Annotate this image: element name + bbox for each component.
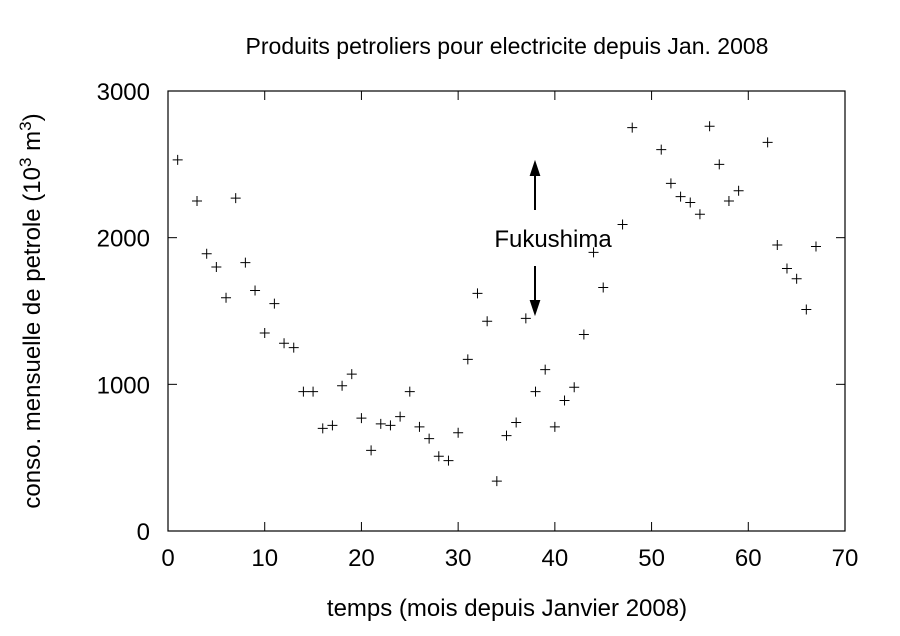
- point: [665, 178, 676, 189]
- point: [685, 197, 696, 208]
- superscript: 3: [16, 121, 35, 130]
- y-tick-label: 0: [137, 519, 150, 546]
- y-tick-label: 3000: [97, 79, 150, 106]
- point: [337, 380, 348, 391]
- point: [694, 209, 705, 220]
- point: [472, 288, 483, 299]
- point: [192, 196, 203, 206]
- x-tick-label: 10: [251, 545, 278, 572]
- point: [501, 430, 512, 441]
- point: [656, 144, 667, 155]
- chart-title: Produits petroliers pour electricite dep…: [246, 33, 769, 59]
- point: [230, 193, 241, 204]
- x-tick-label: 50: [638, 545, 665, 572]
- point: [569, 382, 580, 393]
- point: [443, 455, 454, 466]
- x-tick-label: 0: [161, 545, 174, 572]
- x-tick-label: 30: [445, 545, 472, 572]
- point: [588, 247, 599, 258]
- point: [433, 451, 444, 462]
- y-tick-label: 1000: [97, 372, 150, 399]
- point: [172, 154, 183, 165]
- x-axis-label: temps (mois depuis Janvier 2008): [327, 595, 687, 622]
- point: [259, 328, 270, 338]
- point: [791, 273, 802, 284]
- point: [781, 263, 792, 274]
- point: [221, 292, 232, 303]
- y-tick-label: 2000: [97, 226, 150, 253]
- point: [424, 433, 435, 444]
- x-tick-label: 20: [348, 545, 375, 572]
- point: [704, 121, 715, 132]
- point: [617, 219, 628, 230]
- point: [201, 248, 212, 259]
- point: [714, 159, 725, 170]
- x-tick-label: 70: [832, 545, 859, 572]
- label-part: m: [19, 131, 46, 158]
- point: [327, 420, 338, 431]
- annotation: Fukushima: [494, 226, 612, 253]
- point: [530, 386, 541, 397]
- point: [772, 240, 783, 250]
- point: [404, 386, 415, 397]
- point: [250, 285, 261, 296]
- y-axis-label: conso. mensuelle de petrole (103 m3): [16, 113, 47, 508]
- superscript: 3: [16, 158, 35, 167]
- point: [540, 364, 551, 375]
- point: [395, 411, 406, 422]
- point: [723, 196, 734, 206]
- label-part: ): [19, 113, 46, 121]
- point: [491, 476, 502, 487]
- point: [298, 386, 309, 397]
- point: [482, 316, 493, 327]
- point: [549, 421, 560, 432]
- point: [598, 282, 609, 293]
- x-tick-label: 40: [542, 545, 569, 572]
- point: [414, 421, 425, 432]
- point: [462, 354, 473, 365]
- point: [308, 386, 319, 397]
- point: [269, 298, 280, 309]
- point: [366, 445, 377, 456]
- point: [810, 241, 821, 252]
- point: [762, 137, 773, 148]
- point: [520, 313, 531, 324]
- point: [453, 427, 464, 438]
- point: [279, 338, 290, 349]
- point: [385, 420, 396, 431]
- point: [317, 423, 328, 434]
- point: [627, 122, 638, 133]
- point: [675, 191, 686, 202]
- point: [346, 369, 357, 380]
- point: [733, 185, 744, 196]
- point: [288, 342, 299, 353]
- point: [240, 257, 251, 268]
- point: [559, 395, 570, 406]
- annotation-arrows: [529, 159, 541, 317]
- point: [578, 329, 589, 340]
- label-part: conso. mensuelle de petrole (10: [19, 167, 46, 509]
- point: [356, 413, 367, 424]
- point: [511, 417, 522, 428]
- point: [211, 262, 222, 272]
- point: [375, 418, 386, 429]
- point: [801, 304, 812, 315]
- x-tick-label: 60: [735, 545, 762, 572]
- plot-frame: [167, 90, 846, 532]
